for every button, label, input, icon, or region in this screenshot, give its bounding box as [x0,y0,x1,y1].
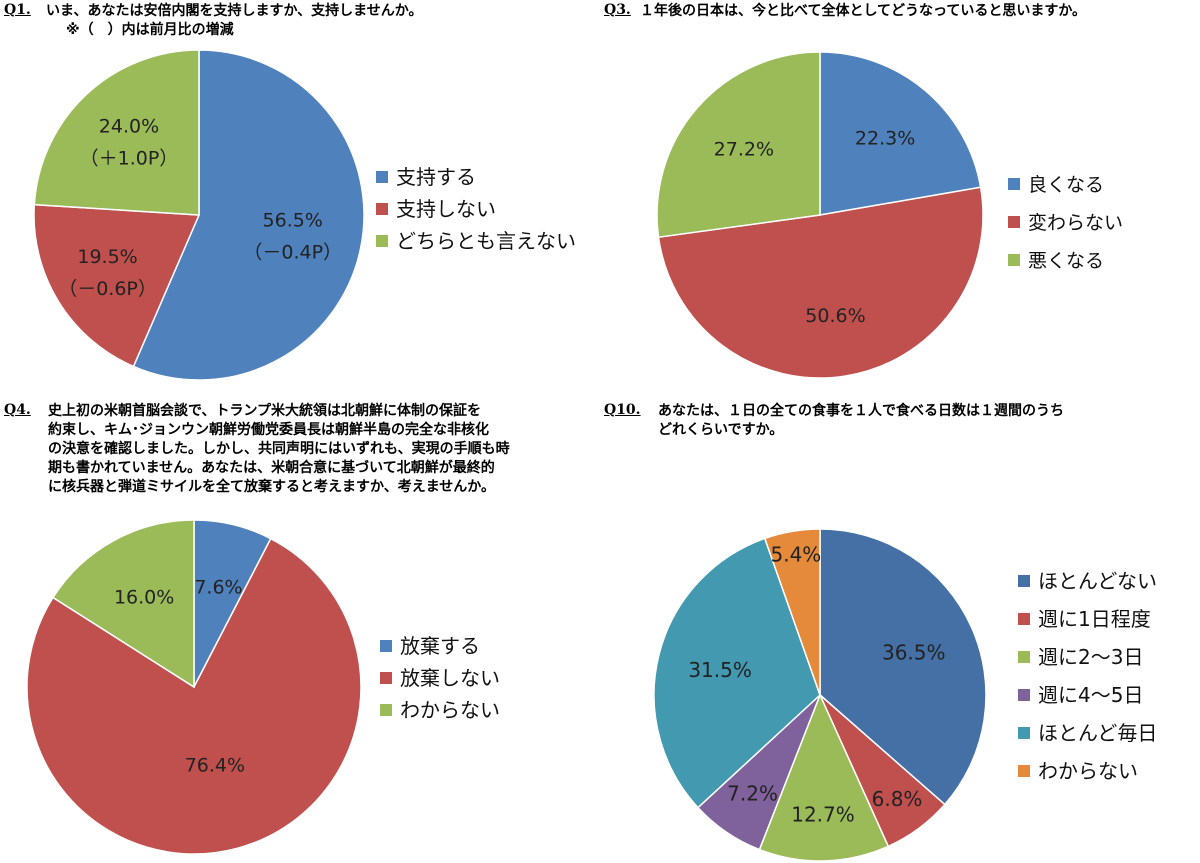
q1-data-label-1: 56.5% [263,209,323,231]
q10-legend-label-5: ほとんど毎日 [1038,721,1157,745]
q4-title-line-3: の決意を確認しました。しかし、共同声明にはいずれも、実現の手順も時 [48,441,510,457]
q1-data-label-3: 24.0% [99,115,159,137]
q3-legend-label-1: 良くなる [1028,174,1104,196]
q10-legend-label-3: 週に2～3日 [1038,645,1143,669]
q4-data-label-1: 7.6% [194,576,242,598]
q4-data-label-2: 76.4% [185,754,245,776]
q4-data-label-3: 16.0% [114,586,174,608]
q1-subtitle: ※（ ）内は前月比の増減 [66,22,234,38]
q4-title-line-5: に核兵器と弾道ミサイルを全て放棄すると考えますか、考えませんか。 [48,479,496,495]
q10-legend-label-6: わからない [1038,759,1138,783]
q10-legend-swatch-3 [1018,651,1030,663]
q1-legend-swatch-1 [376,171,388,183]
q3-panel: Q3. １年後の日本は、今と比べて全体としてどうなっていると思いますか。 22.… [600,0,1200,390]
q4-pie-slice-3 [51,519,195,689]
q4-title-line-1: 史上初の米朝首脳会談で、トランプ米大統領は北朝鮮に体制の保証を [48,403,482,419]
q1-pie-chart: 56.5% （－0.4P） 19.5% （－0.6P） 24.0% （＋1.0P） 支持する… [33,49,576,381]
q10-pie-slice-5 [653,537,821,809]
q10-legend-label-4: 週に4～5日 [1038,683,1143,707]
q1-slices [33,49,365,381]
q10-number: Q10. [604,402,641,418]
q10-legend-swatch-6 [1018,765,1030,777]
q3-slices [656,51,984,379]
q4-legend-label-2: 放棄しない [400,666,500,690]
q10-data-label-3: 12.7% [791,802,855,826]
q4-legend-swatch-1 [380,640,392,652]
q1-data-label-2: 19.5% [77,246,137,268]
q1-legend-label-1: 支持する [396,165,476,189]
q1-change-label-3: （＋1.0P） [80,147,179,169]
q4-panel: Q4. 史上初の米朝首脳会談で、トランプ米大統領は北朝鮮に体制の保証を 約束し、… [0,390,600,863]
q1-change-label-1: （－0.4P） [243,241,342,263]
q3-legend-label-3: 悪くなる [1028,250,1104,272]
q10-legend-swatch-1 [1018,575,1030,587]
q3-data-label-3: 27.2% [714,139,774,161]
q10-legend-label-2: 週に1日程度 [1038,607,1151,631]
q10-data-labels: 36.5% 6.8% 12.7% 7.2% 31.5% 5.4% [688,542,945,826]
q1-legend-label-2: 支持しない [396,197,496,221]
q4-title: 史上初の米朝首脳会談で、トランプ米大統領は北朝鮮に体制の保証を 約束し、キム･ジ… [48,402,510,497]
q3-pie-slice-1 [819,51,982,216]
q1-panel: Q1. いま、あなたは安倍内閣を支持しますか、支持しませんか。 ※（ ）内は前月… [0,0,600,390]
q10-data-label-2: 6.8% [872,787,923,811]
q4-legend-swatch-3 [380,704,392,716]
q3-data-label-2: 50.6% [805,305,865,327]
q3-pie-slice-2 [657,186,984,379]
q10-title: あなたは、１日の全ての食事を１人で食べる日数は１週間のうち どれくらいですか。 [658,402,1064,440]
q10-legend-swatch-2 [1018,613,1030,625]
q1-legend-swatch-2 [376,203,388,215]
q1-pie-slice-3 [33,49,200,216]
q4-pie-slice-2 [26,537,362,855]
q4-legend-label-3: わからない [400,698,500,722]
q3-data-labels: 22.3% 50.6% 27.2% [714,128,916,327]
q3-legend-swatch-2 [1008,216,1020,228]
q3-pie-slice-3 [656,51,821,239]
q1-legend-swatch-3 [376,235,388,247]
q10-data-label-5: 31.5% [688,658,752,682]
q1-number: Q1. [4,2,31,18]
q3-legend-swatch-3 [1008,254,1020,266]
q1-data-labels: 56.5% （－0.4P） 19.5% （－0.6P） 24.0% （＋1.0P） [58,115,342,300]
q4-legend-swatch-2 [380,672,392,684]
q3-number: Q3. [604,2,631,18]
q3-legend-label-2: 変わらない [1028,212,1123,234]
q4-slices [26,519,362,855]
q10-title-line-2: どれくらいですか。 [658,422,784,438]
q10-legend-swatch-5 [1018,727,1030,739]
q3-legend-swatch-1 [1008,178,1020,190]
q4-legend-label-1: 放棄する [400,634,480,658]
q10-legend-swatch-4 [1018,689,1030,701]
q1-pie-slice-1 [132,49,365,381]
q1-pie-slice-2 [33,203,201,368]
q10-data-label-6: 5.4% [771,542,822,566]
q1-change-label-2: （－0.6P） [58,278,157,300]
q10-data-label-1: 36.5% [882,641,946,665]
q10-legend-label-1: ほとんどない [1038,569,1157,593]
q10-panel: Q10. あなたは、１日の全ての食事を１人で食べる日数は１週間のうち どれくらい… [600,390,1200,863]
q10-pie-slice-1 [819,528,987,806]
q10-slices [653,528,987,862]
q10-data-label-4: 7.2% [727,782,778,806]
q4-data-labels: 7.6% 76.4% 16.0% [114,576,245,776]
q3-data-label-1: 22.3% [855,128,915,150]
q4-number: Q4. [4,402,31,418]
q10-pie-chart: 36.5% 6.8% 12.7% 7.2% 31.5% 5.4% ほとんどない週に1日程度週… [653,528,1157,862]
q4-title-line-2: 約束し、キム･ジョンウン朝鮮労働党委員長は朝鮮半島の完全な非核化 [48,422,489,438]
q10-title-line-1: あなたは、１日の全ての食事を１人で食べる日数は１週間のうち [658,403,1064,419]
q3-title: １年後の日本は、今と比べて全体としてどうなっていると思いますか。 [640,3,1087,19]
q10-pie-slice-6 [763,528,821,696]
q1-title: いま、あなたは安倍内閣を支持しますか、支持しませんか。 [46,3,423,19]
q1-legend-label-3: どちらとも言えない [396,229,576,253]
q10-pie-slice-3 [758,693,890,862]
q4-title-line-4: 期も書かれていません。あなたは、米朝合意に基づいて北朝鮮が最終的 [48,460,495,476]
